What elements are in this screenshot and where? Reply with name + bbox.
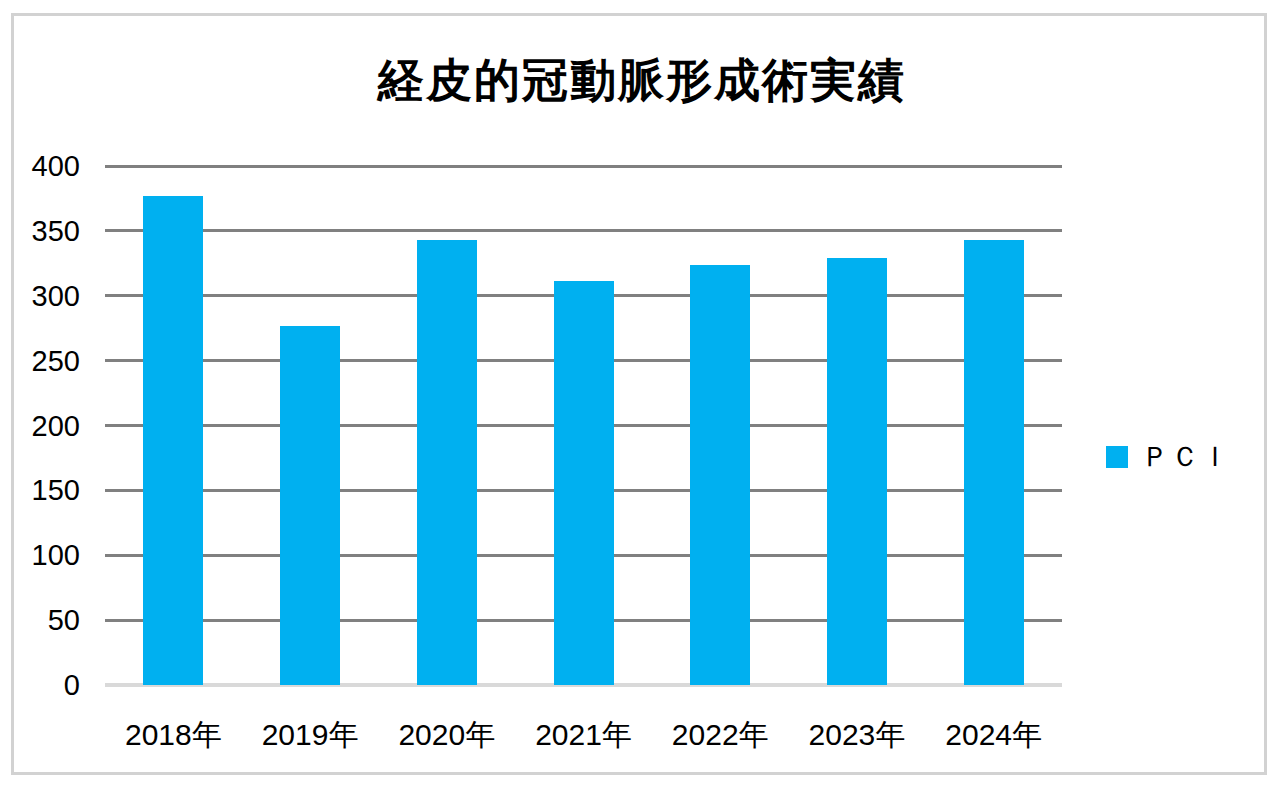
y-tick-label-0: 0 <box>0 668 80 702</box>
bar-2018年 <box>143 196 203 685</box>
y-tick-label-50: 50 <box>0 603 80 637</box>
y-tick-label-400: 400 <box>0 149 80 183</box>
y-tick-label-350: 350 <box>0 214 80 248</box>
chart-title: 経皮的冠動脈形成術実績 <box>0 50 1284 112</box>
bar-2022年 <box>690 265 750 685</box>
bar-2024年 <box>964 240 1024 685</box>
bar-2021年 <box>554 281 614 685</box>
gridline-400 <box>105 165 1062 168</box>
legend: ＰＣＩ <box>1106 438 1231 476</box>
y-tick-label-200: 200 <box>0 409 80 443</box>
x-tick-label-2022年: 2022年 <box>672 717 769 753</box>
x-tick-label-2021年: 2021年 <box>535 717 632 753</box>
bar-2023年 <box>827 258 887 685</box>
plot-area <box>105 166 1062 685</box>
y-tick-label-250: 250 <box>0 344 80 378</box>
y-tick-label-100: 100 <box>0 538 80 572</box>
bar-2019年 <box>280 326 340 685</box>
bar-2020年 <box>417 240 477 685</box>
legend-label-pci: ＰＣＩ <box>1141 438 1231 476</box>
legend-swatch-pci <box>1106 446 1128 468</box>
y-tick-label-150: 150 <box>0 473 80 507</box>
x-tick-label-2023年: 2023年 <box>809 717 906 753</box>
x-tick-label-2019年: 2019年 <box>262 717 359 753</box>
y-tick-label-300: 300 <box>0 279 80 313</box>
x-tick-label-2020年: 2020年 <box>398 717 495 753</box>
gridline-350 <box>105 229 1062 232</box>
x-tick-label-2018年: 2018年 <box>125 717 222 753</box>
x-tick-label-2024年: 2024年 <box>945 717 1042 753</box>
